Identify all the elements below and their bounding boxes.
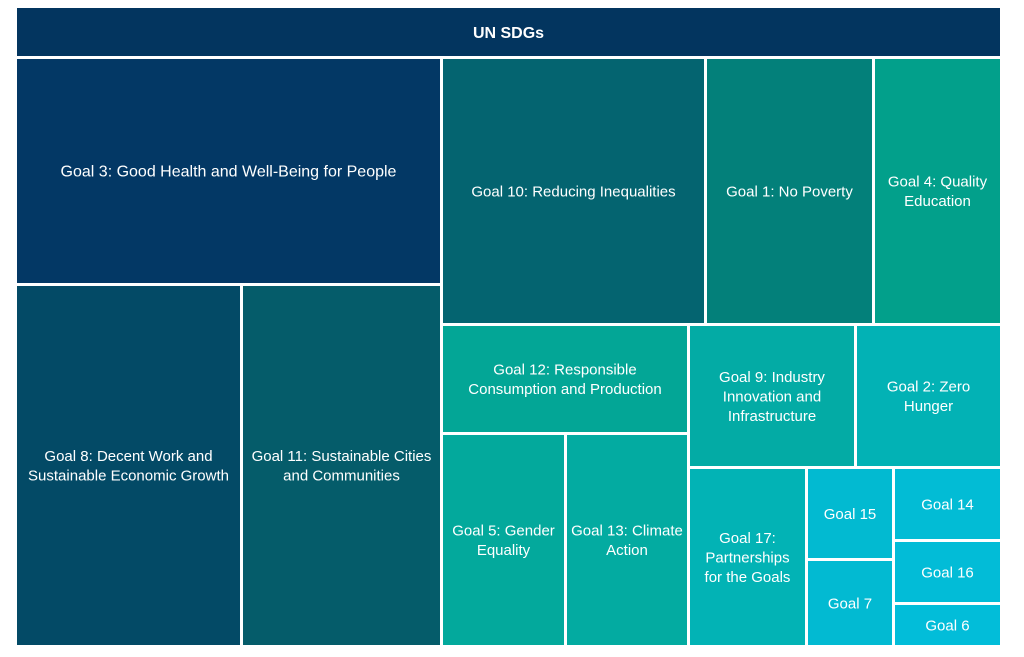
tile-label-goal-2-zero-hunger: Goal 2: Zero Hunger xyxy=(887,379,970,416)
tile-goal-10-reducing-inequalities xyxy=(443,59,704,323)
tile-goal-2-zero-hunger xyxy=(857,326,1000,466)
tile-goal-16 xyxy=(895,542,1000,602)
tile-label-goal-1-no-poverty: Goal 1: No Poverty xyxy=(726,183,853,200)
tile-label-goal-8-decent-work-and-sustainable-economic-growth: Goal 8: Decent Work and Sustainable Econo… xyxy=(28,448,229,485)
tile-goal-12-responsible-consumption-and-production xyxy=(443,326,687,432)
tile-label-goal-11-sustainable-cities-and-communities: Goal 11: Sustainable Cities and Communiti… xyxy=(252,448,432,485)
tile-goal-7 xyxy=(808,561,892,645)
tile-label-goal-10-reducing-inequalities: Goal 10: Reducing Inequalities xyxy=(471,183,675,200)
tile-label-goal-15: Goal 15 xyxy=(824,506,877,523)
tile-label-goal-17-partnerships-for-the-goals: Goal 17: Partnerships for the Goals xyxy=(705,530,791,586)
tile-label-goal-6: Goal 6 xyxy=(925,617,969,634)
tile-goal-14 xyxy=(895,469,1000,539)
tile-label-goal-5-gender-equality: Goal 5: Gender Equality xyxy=(452,523,555,560)
chart-header: UN SDGs xyxy=(17,8,1000,56)
tile-goal-8-decent-work-and-sustainable-economic-growth xyxy=(17,286,240,645)
treemap-tiles: Goal 3: Good Health and Well-Being for P… xyxy=(17,59,1000,645)
tile-goal-1-no-poverty xyxy=(707,59,872,323)
tile-label-goal-14: Goal 14 xyxy=(921,496,974,513)
tile-label-goal-9-industry-innovation-and-infrastructure: Goal 9: Industry Innovation and Infrastruc… xyxy=(719,369,825,425)
tile-goal-4-quality-education xyxy=(875,59,1000,323)
tile-goal-15 xyxy=(808,469,892,558)
tile-label-goal-12-responsible-consumption-and-production: Goal 12: Responsible Consumption and Prod… xyxy=(468,362,661,399)
tile-goal-17-partnerships-for-the-goals xyxy=(690,469,805,645)
tile-goal-13-climate-action xyxy=(567,435,687,645)
tile-goal-3-good-health-and-well-being-for-people xyxy=(17,59,440,283)
tile-label-goal-13-climate-action: Goal 13: Climate Action xyxy=(571,523,683,560)
tile-label-goal-3-good-health-and-well-being-for-people: Goal 3: Good Health and Well-Being for P… xyxy=(61,164,397,181)
tile-label-goal-7: Goal 7 xyxy=(828,595,872,612)
tile-label-goal-4-quality-education: Goal 4: Quality Education xyxy=(888,174,988,211)
tile-goal-5-gender-equality xyxy=(443,435,564,645)
tile-label-goal-16: Goal 16 xyxy=(921,564,974,581)
chart-title: UN SDGs xyxy=(473,25,544,42)
tile-goal-6 xyxy=(895,605,1000,645)
tile-goal-11-sustainable-cities-and-communities xyxy=(243,286,440,645)
tile-goal-9-industry-innovation-and-infrastructure xyxy=(690,326,854,466)
